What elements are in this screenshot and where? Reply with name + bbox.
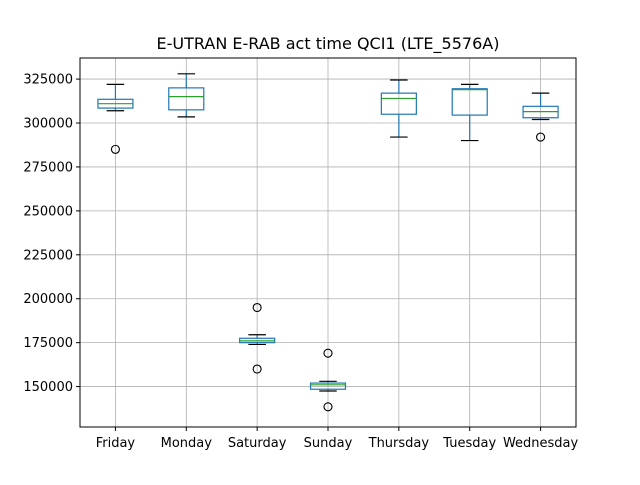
boxes [97, 73, 559, 412]
x-tick-label: Wednesday [503, 436, 579, 451]
box-thursday [380, 79, 417, 138]
x-tick-label: Monday [161, 436, 213, 451]
ticks: 150000 175000 200000 225000 250000 275000 3000… [23, 73, 578, 451]
box-wednesday [522, 92, 559, 142]
outlier-point [252, 302, 262, 313]
grid [80, 58, 576, 427]
outlier-point [252, 364, 262, 374]
x-tick-label: Thursday [368, 436, 430, 451]
iqr-box [168, 87, 205, 111]
outlier-point [323, 348, 333, 358]
chart-title: E-UTRAN E-RAB act time QCI1 (LTE_5576A) [157, 34, 500, 54]
x-tick-label: Sunday [304, 436, 353, 451]
iqr-box [451, 88, 488, 116]
y-tick-label: 325000 [23, 73, 73, 88]
outlier-point [536, 132, 546, 142]
x-tick-label: Friday [96, 436, 136, 451]
box-tuesday [451, 83, 488, 142]
y-tick-label: 225000 [23, 248, 73, 263]
y-tick-label: 300000 [23, 117, 73, 132]
y-tick-label: 175000 [23, 336, 73, 351]
outlier-point [110, 144, 120, 154]
y-tick-label: 250000 [23, 204, 73, 219]
x-tick-label: Saturday [228, 436, 287, 451]
box-friday [97, 83, 134, 154]
box-monday [168, 73, 205, 118]
iqr-box [309, 382, 347, 390]
x-tick-label: Tuesday [442, 436, 496, 451]
y-tick-label: 275000 [23, 160, 73, 175]
y-tick-label: 200000 [23, 292, 73, 307]
outlier-point [323, 402, 333, 412]
iqr-box [380, 92, 417, 115]
y-tick-label: 150000 [23, 380, 73, 395]
box-sunday [309, 348, 347, 412]
box-saturday [239, 302, 276, 374]
